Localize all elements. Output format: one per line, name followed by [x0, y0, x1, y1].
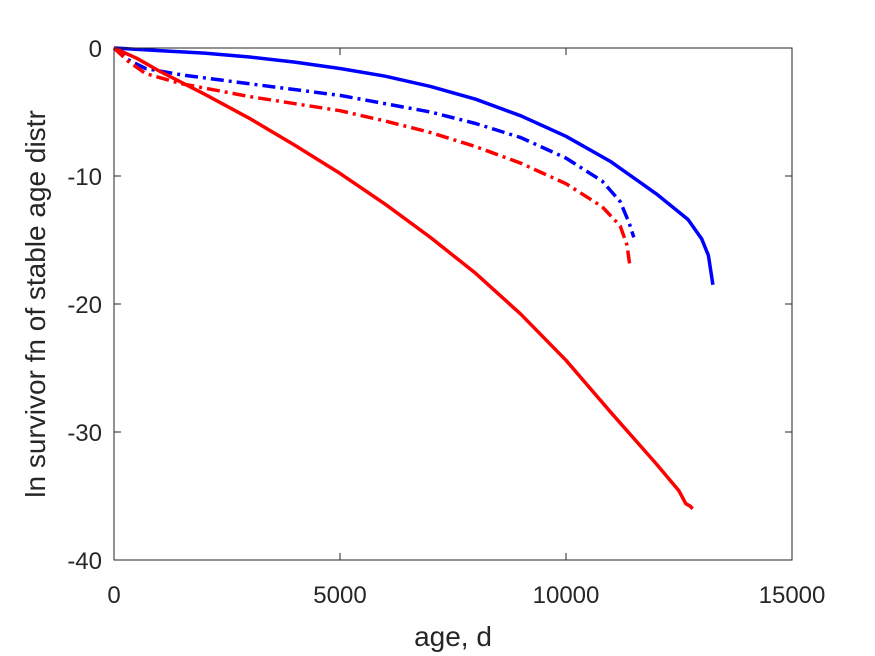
x-tick-label: 10000 [533, 582, 600, 609]
series-line-3 [112, 46, 632, 269]
series-line-1 [113, 46, 715, 286]
series-line-4 [113, 46, 694, 510]
series-line-2 [112, 46, 636, 238]
y-tick-label: -10 [67, 164, 102, 191]
x-axis-label: age, d [414, 621, 492, 652]
y-tick-label: -20 [67, 292, 102, 319]
y-tick-label: -40 [67, 548, 102, 575]
y-axis-label: ln survivor fn of stable age distr [20, 110, 51, 498]
x-tick-label: 15000 [759, 582, 826, 609]
tick-layer: 0 5000 10000 15000 0 -10 -20 -30 -40 [67, 36, 825, 609]
x-tick-label: 0 [107, 582, 120, 609]
series-layer [112, 46, 715, 510]
y-tick-label: 0 [89, 36, 102, 63]
x-tick-label: 5000 [313, 582, 366, 609]
y-tick-label: -30 [67, 420, 102, 447]
